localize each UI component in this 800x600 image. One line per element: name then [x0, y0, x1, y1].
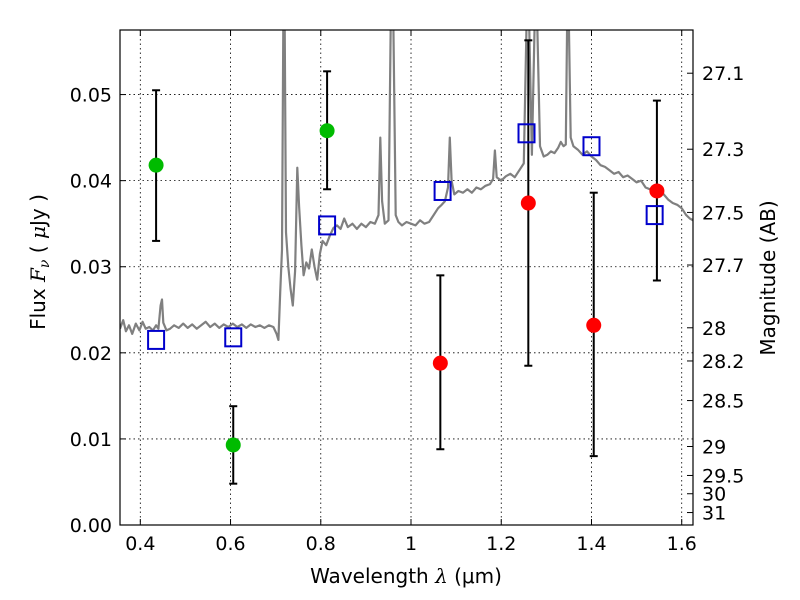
y-tick-label: 0.03 [70, 257, 112, 279]
x-tick-label: 0.8 [306, 533, 336, 555]
y-tick-label: 0.01 [70, 429, 112, 451]
mag-tick-label: 27.3 [702, 139, 744, 161]
x-tick-label: 0.4 [125, 533, 155, 555]
data-point [520, 195, 536, 211]
mag-tick-label: 28.2 [702, 351, 744, 373]
y-axis-flux: 0.00 0.01 0.02 0.03 0.04 0.05 [70, 85, 126, 537]
mag-tick-label: 28 [702, 318, 726, 340]
x-axis: 0.4 0.6 0.8 1 1.2 1.4 1.6 [125, 30, 697, 555]
mag-tick-label: 28.5 [702, 391, 744, 413]
mag-tick-label: 27.7 [702, 255, 744, 277]
y-tick-label: 0.05 [70, 85, 112, 107]
x-axis-label: Wavelength λ (μm) [310, 564, 502, 588]
y-tick-label: 0.02 [70, 343, 112, 365]
mag-tick-label: 29.5 [702, 465, 744, 487]
mag-tick-label: 30 [702, 484, 726, 506]
y-tick-label: 0.00 [70, 515, 112, 537]
model-spectrum-line [120, 30, 693, 341]
y-tick-label: 0.04 [70, 171, 112, 193]
y-axis-label: Flux Fν ( μJy ) [26, 194, 53, 330]
plot-background [120, 30, 693, 525]
mag-tick-label: 29 [702, 436, 726, 458]
model-square [318, 215, 337, 236]
x-tick-label: 1.2 [486, 533, 516, 555]
x-tick-label: 1.4 [576, 533, 606, 555]
y2-axis-label: Magnitude (AB) [756, 200, 780, 355]
model-square [645, 205, 664, 226]
x-tick-label: 0.6 [215, 533, 245, 555]
data-point [649, 183, 665, 199]
marker-layer [147, 123, 665, 453]
model-square [147, 329, 166, 350]
data-point [586, 317, 602, 333]
model-square [433, 180, 452, 201]
mag-tick-label: 27.5 [702, 202, 744, 224]
data-point [148, 157, 164, 173]
data-point [319, 123, 335, 139]
x-tick-label: 1 [405, 533, 417, 555]
mag-tick-label: 31 [702, 503, 726, 525]
model-square [517, 123, 536, 144]
model-square [582, 136, 601, 157]
x-tick-label: 1.6 [667, 533, 697, 555]
plot-frame [119, 29, 694, 526]
data-point [432, 355, 448, 371]
model-square [224, 327, 243, 348]
mag-tick-label: 27.1 [702, 63, 744, 85]
model-spectrum-layer [120, 30, 693, 341]
data-point [225, 437, 241, 453]
